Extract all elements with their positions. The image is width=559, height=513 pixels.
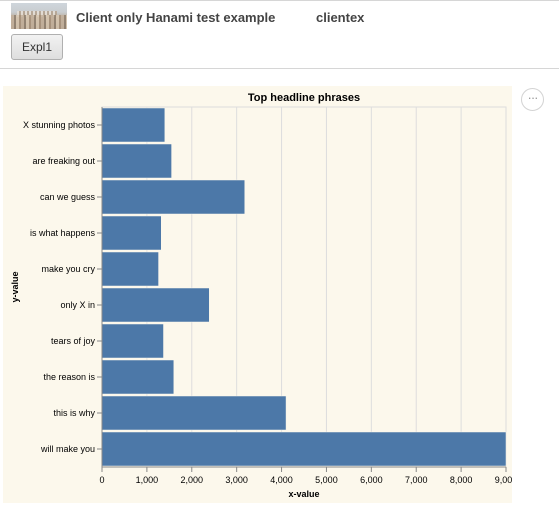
bar <box>101 323 164 359</box>
x-tick-label: 3,000 <box>225 475 248 485</box>
y-tick-label: make you cry <box>41 264 95 274</box>
y-tick-label: is what happens <box>30 228 96 238</box>
y-tick-label: the reason is <box>43 372 95 382</box>
y-tick-label: X stunning photos <box>23 120 96 130</box>
user-name: clientex <box>316 10 365 25</box>
bar <box>101 251 159 287</box>
bar <box>101 359 175 395</box>
bar <box>101 395 287 431</box>
y-axis-title: y-value <box>10 271 20 302</box>
bar-chart: X stunning photos are freaking out can we … <box>10 92 512 499</box>
bar <box>101 215 162 251</box>
x-tick-label: 9,000 <box>495 475 512 485</box>
y-tick-label: tears of joy <box>51 336 96 346</box>
y-tick-label: will make you <box>40 444 95 454</box>
more-horizontal-icon[interactable]: ··· <box>521 88 544 111</box>
x-axis-title: x-value <box>288 489 319 499</box>
app-title: Client only Hanami test example <box>76 10 276 25</box>
chart-panel: X stunning photos are freaking out can we … <box>3 86 512 503</box>
y-tick-label: can we guess <box>40 192 96 202</box>
y-tick-label: only X in <box>60 300 95 310</box>
bar <box>101 143 172 179</box>
city-photo-thumbnail <box>11 3 67 29</box>
x-tick-label: 6,000 <box>360 475 383 485</box>
x-tick-label: 2,000 <box>181 475 204 485</box>
x-tick-label: 1,000 <box>136 475 159 485</box>
x-tick-label: 7,000 <box>405 475 428 485</box>
expl1-button[interactable]: Expl1 <box>11 34 63 60</box>
chart-title: Top headline phrases <box>248 92 360 104</box>
x-tick-label: 5,000 <box>315 475 338 485</box>
y-tick-label: this is why <box>53 408 95 418</box>
x-tick-label: 8,000 <box>450 475 473 485</box>
bar <box>101 179 245 215</box>
bar <box>101 431 507 467</box>
app-header: Client only Hanami test example clientex… <box>0 0 559 69</box>
bar <box>101 287 210 323</box>
y-tick-label: are freaking out <box>32 156 95 166</box>
x-tick-label: 4,000 <box>270 475 293 485</box>
bar <box>101 107 166 143</box>
x-tick-label: 0 <box>99 475 104 485</box>
